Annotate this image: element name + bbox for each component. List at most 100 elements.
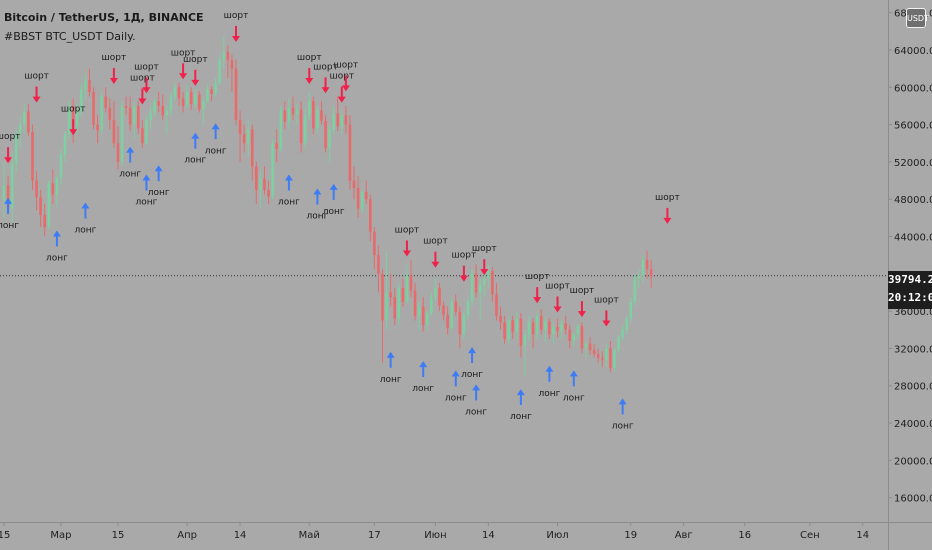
long-arrow-icon [4,197,13,204]
short-signal-label: шорт [134,62,159,72]
long-arrow-icon [419,361,428,368]
bar-countdown: 20:12:07 [888,291,932,304]
short-arrow-icon [663,217,672,224]
short-arrow-icon [138,98,147,105]
candle-body [369,199,372,232]
long-arrow-icon [211,123,220,130]
candle-body [340,115,344,127]
candle-body [71,105,75,127]
candle-body [169,96,173,111]
short-arrow-icon [577,311,586,318]
long-signal-label: лонг [184,156,206,166]
short-arrow-icon [305,77,314,84]
candle-body [132,105,136,125]
short-arrow-icon [191,79,200,86]
short-signal-label: шорт [329,72,354,82]
y-tick-label: 44000.00 [894,233,932,244]
candle-body [548,321,551,335]
candle-body [6,185,10,209]
candle-body [381,273,384,321]
short-signal-label: шорт [395,226,420,236]
long-signal-label: лонг [612,421,634,431]
candle-body [474,273,478,293]
candle-body [491,271,494,295]
candle-body [356,188,360,209]
candle-body [450,301,453,328]
candle-body [141,128,144,144]
candle-body [641,259,645,276]
candle-body [206,89,209,102]
short-arrow-icon [402,250,411,257]
candle-body [649,269,653,276]
x-tick-label: 14 [856,530,869,541]
short-arrow-icon [179,73,188,80]
candle-body [59,154,63,178]
long-signal-label: лонг [563,393,585,403]
candle-body [267,189,270,197]
candle-body [263,178,266,190]
candle-body [499,315,502,323]
candle-body [572,334,576,341]
short-signal-label: шорт [130,73,155,83]
short-signal-label: шорт [570,286,595,296]
candle-body [560,323,563,331]
candle-body [116,143,120,162]
long-signal-label: лонг [380,375,402,385]
long-arrow-icon [329,183,338,190]
x-tick-label: Июл [546,530,568,541]
candle-body [230,60,234,69]
candle-body [2,185,6,201]
candle-body [556,326,559,331]
long-arrow-icon [545,365,554,372]
currency-button[interactable]: USDT [906,8,929,28]
candle-body [544,321,547,330]
candle-body [238,119,242,134]
candle-body [405,275,409,302]
y-tick-label: 32000.00 [894,344,932,355]
long-signal-label: лонг [306,212,328,222]
short-arrow-icon [480,269,489,276]
candle-body [51,183,55,195]
long-arrow-icon [386,351,395,358]
candle-body [393,297,397,319]
candle-body [88,79,91,92]
candle-body [181,98,185,106]
candle-body [137,105,140,129]
candle-body [96,124,99,131]
candle-body [584,343,588,349]
candle-body [165,110,169,116]
candle-body [621,329,624,338]
candle-body [328,129,331,148]
candle-body [523,334,527,346]
candle-body [295,109,299,115]
short-arrow-icon [69,129,78,136]
x-tick-label: 16 [738,530,751,541]
short-signal-label: шорт [655,193,680,203]
long-signal-label: лонг [205,146,227,156]
candle-body [446,314,449,328]
candle-body [214,82,217,94]
candle-body [234,68,238,120]
candle-body [348,124,352,181]
short-signal-label: шорт [313,62,338,72]
candle-body [421,306,425,326]
short-arrow-icon [533,297,542,304]
candle-body [320,110,323,121]
y-tick-label: 28000.00 [894,382,932,393]
x-tick-label: Авг [675,530,693,541]
candle-body [580,326,584,349]
candle-body [519,318,523,346]
candle-body [364,191,368,200]
long-signal-label: лонг [148,188,170,198]
candle-body [478,285,482,293]
candle-body [613,349,616,369]
short-arrow-icon [337,96,346,103]
short-signal-label: шорт [423,237,448,247]
candle-body [275,143,278,149]
candle-body [564,323,567,330]
candle-body [352,180,356,189]
candle-body [242,133,246,144]
candle-body [120,105,124,162]
